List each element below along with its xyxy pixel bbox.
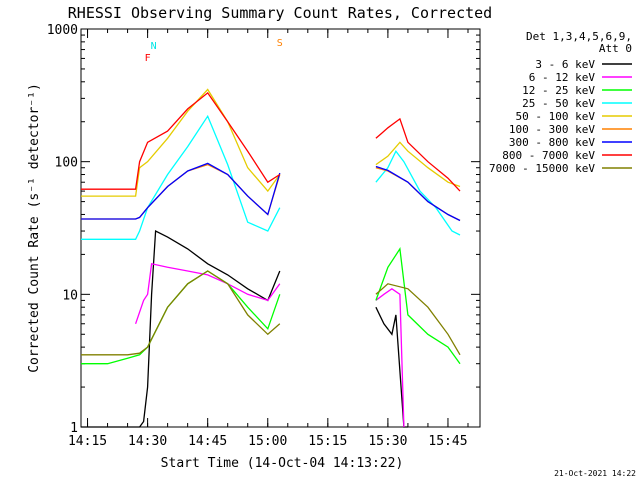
- x-axis-ticks: 14:15 14:30 14:45 15:00 15:15 15:30 15:45: [68, 29, 469, 449]
- series-line-0: [81, 229, 408, 428]
- legend-header-line-1: Det 1,3,4,5,6,9,: [526, 30, 632, 43]
- y-tick-label: 1000: [47, 23, 78, 38]
- y-tick-label: 1: [70, 421, 78, 436]
- legend-label: 800 - 7000 keV: [502, 149, 595, 162]
- footer-date: 21-Oct-2021 14:22: [554, 469, 636, 478]
- attenuator-markers: NF S: [145, 38, 283, 64]
- legend-label: 300 - 800 keV: [509, 136, 595, 149]
- series-lines: [81, 88, 461, 428]
- legend-label: 3 - 6 keV: [535, 58, 595, 71]
- x-tick-label: 14:30: [128, 434, 167, 449]
- series-line-1: [134, 263, 405, 428]
- x-tick-label: 15:15: [308, 434, 347, 449]
- series-line-8: [81, 270, 461, 356]
- legend-header-line-2: Att 0: [599, 42, 632, 55]
- y-axis-ticks: 1 10 100 1000: [47, 23, 480, 436]
- legend-label: 50 - 100 keV: [516, 110, 596, 123]
- series-line-7: [81, 91, 461, 192]
- x-axis-label: Start Time (14-Oct-04 14:13:22): [161, 456, 404, 471]
- x-tick-label: 14:45: [188, 434, 227, 449]
- x-tick-label: 15:45: [428, 434, 467, 449]
- series-line-2: [81, 247, 461, 365]
- marker-f: F: [145, 53, 151, 64]
- plot-frame: [80, 28, 481, 428]
- y-tick-label: 100: [55, 156, 78, 171]
- legend-label: 100 - 300 keV: [509, 123, 595, 136]
- legend-label: 25 - 50 keV: [522, 97, 595, 110]
- series-line-3: [81, 114, 461, 240]
- x-tick-label: 15:30: [368, 434, 407, 449]
- y-axis-label: Corrected Count Rate (s⁻¹ detector⁻¹): [27, 83, 42, 373]
- series-line-4: [81, 88, 461, 197]
- x-tick-label: 14:15: [68, 434, 107, 449]
- legend-label: 12 - 25 keV: [522, 84, 595, 97]
- chart-title: RHESSI Observing Summary Count Rates, Co…: [68, 4, 492, 22]
- series-line-6: [81, 162, 461, 222]
- marker-s: S: [277, 38, 283, 49]
- y-tick-label: 10: [62, 288, 78, 303]
- x-tick-label: 15:00: [248, 434, 287, 449]
- legend-label: 7000 - 15000 keV: [489, 162, 595, 175]
- legend-label: 6 - 12 keV: [529, 71, 596, 84]
- marker-n: N: [151, 41, 157, 52]
